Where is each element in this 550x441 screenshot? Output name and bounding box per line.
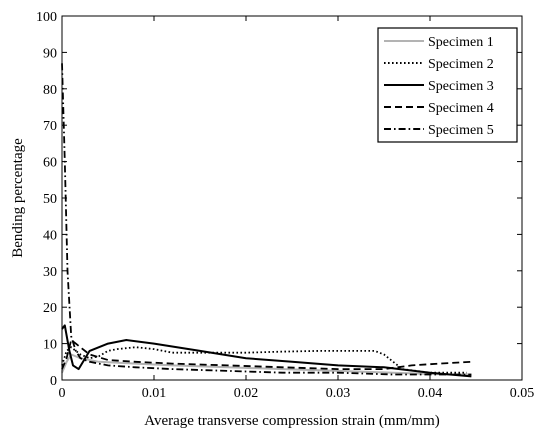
y-tick-label: 40 <box>43 228 57 243</box>
y-tick-label: 60 <box>43 156 57 171</box>
legend-label-5: Specimen 5 <box>428 123 494 138</box>
legend-label-1: Specimen 1 <box>428 35 494 50</box>
y-tick-label: 70 <box>43 119 57 134</box>
y-tick-label: 30 <box>43 265 57 280</box>
series-line-5 <box>61 63 472 376</box>
legend-label-3: Specimen 3 <box>428 79 494 94</box>
legend-label-2: Specimen 2 <box>428 57 494 72</box>
x-tick-label: 0.01 <box>142 386 167 401</box>
ticks-layer: 0 0.01 0.02 0.03 0.04 0.05 0 10 20 30 40 50 60 70 80 90… <box>36 10 534 401</box>
y-tick-label: 10 <box>43 338 57 353</box>
y-tick-label: 100 <box>36 10 57 25</box>
series-line-4 <box>61 339 472 371</box>
x-tick-label: 0 <box>59 386 66 401</box>
plot-frame <box>61 15 523 381</box>
x-tick-label: 0.04 <box>418 386 443 401</box>
y-tick-label: 0 <box>50 374 57 389</box>
x-tick-label: 0.02 <box>234 386 259 401</box>
series-layer <box>61 63 472 378</box>
x-tick-label: 0.05 <box>510 386 535 401</box>
x-tick-label: 0.03 <box>326 386 351 401</box>
y-tick-label: 90 <box>43 46 57 61</box>
y-tick-label: 20 <box>43 301 57 316</box>
y-tick-label: 50 <box>43 192 57 207</box>
y-tick-label: 80 <box>43 83 57 98</box>
x-axis-label: Average transverse compression strain (m… <box>144 413 439 429</box>
legend-label-4: Specimen 4 <box>428 101 494 116</box>
legend: Specimen 1 Specimen 2 Specimen 3 Specimen 4… <box>377 27 518 143</box>
y-axis-label: Bending percentage <box>10 138 26 258</box>
series-line-3 <box>61 324 472 378</box>
